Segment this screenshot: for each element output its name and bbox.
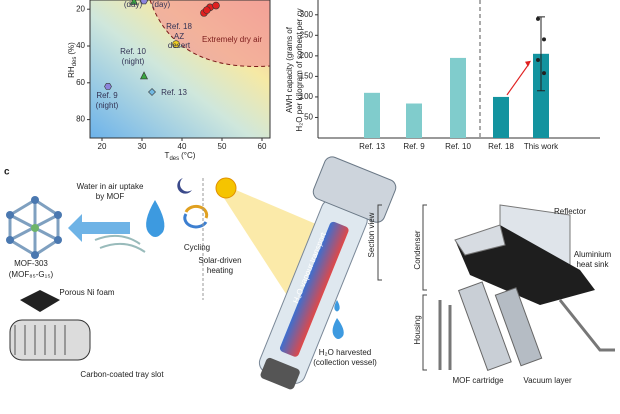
marker — [104, 83, 112, 90]
marker — [140, 71, 148, 80]
axis-label: Tdes (°C) — [165, 151, 196, 161]
diagram-label: H₂O harvested (collection vessel) — [313, 348, 377, 367]
axis-label-part: RH — [67, 66, 76, 78]
cartridge-sketch — [9, 290, 91, 361]
y-tick-label: 100 — [300, 92, 314, 101]
replicate-point — [542, 71, 546, 76]
marker — [130, 0, 138, 5]
x-tick-label: This work — [524, 142, 559, 151]
point-label: Ref. 9 (day) — [151, 0, 171, 10]
axis-label: RHdes (%) — [67, 42, 77, 78]
replicate-point — [536, 16, 540, 21]
axis-label: H₂O per kilogram of sorbent per cy — [295, 8, 304, 131]
y-tick-label: 60 — [76, 78, 85, 87]
axis-label-part: (%) — [67, 42, 76, 55]
diagram-label: Water in air uptake by MOF — [76, 182, 144, 201]
diagram-label: MOF-303 — [14, 259, 48, 268]
marker — [148, 88, 156, 96]
x-tick-label: 40 — [178, 142, 187, 151]
marker — [172, 40, 180, 48]
bar — [406, 103, 422, 138]
y-tick-label: 20 — [76, 4, 85, 13]
annotation: Extremely dry air — [202, 35, 262, 44]
diagram-label: Solar-driven heating — [198, 256, 242, 275]
mof-structure — [6, 196, 62, 259]
diagram-label: Vacuum layer — [523, 376, 572, 385]
x-tick-label: Ref. 10 — [445, 142, 471, 151]
plot-frame — [89, 0, 271, 139]
diagram-label: (MOF₈₅-G₁₅) — [8, 270, 54, 279]
arrow-head — [525, 60, 531, 67]
y-tick-label: 200 — [300, 51, 314, 60]
point-label: Ref. 18 AZ desert — [166, 22, 192, 51]
diagram-label: Condenser — [413, 230, 422, 269]
x-tick-label: 30 — [138, 142, 147, 151]
x-tick-label: 50 — [218, 142, 227, 151]
cycle-arrow — [184, 204, 209, 219]
x-tick-label: Ref. 18 — [488, 142, 514, 151]
x-tick-label: 60 — [258, 142, 267, 151]
axis-label: AWH capacity (grams of — [285, 26, 294, 113]
bar — [493, 96, 509, 138]
point-label: Ref. 13 — [161, 88, 187, 97]
diagram-label: Porous Ni foam — [59, 288, 115, 297]
x-tick-label: Ref. 9 — [403, 142, 425, 151]
drops — [332, 300, 344, 339]
marker — [140, 0, 148, 5]
y-tick-label: 250 — [300, 30, 314, 39]
point-label: Ref. 10 (day) — [123, 0, 143, 10]
replicate-point — [536, 57, 540, 62]
replicate-point — [542, 37, 546, 42]
point-label: Ref. 10 (night) — [120, 47, 146, 66]
sun — [215, 177, 237, 199]
section-view — [438, 204, 615, 372]
moon — [177, 178, 192, 194]
diagram-label: Housing — [413, 315, 422, 344]
y-tick-label: 150 — [300, 72, 314, 81]
point-label: Ref. 9 (night) — [95, 91, 119, 110]
water-drop — [146, 200, 165, 237]
axis-label-part: (°C) — [181, 151, 196, 160]
marker — [203, 6, 211, 14]
diagram-label: MOF cartridge — [452, 376, 504, 385]
diagram-label: Cycling — [183, 243, 211, 252]
diagram-label: Aluminium heat sink — [573, 250, 612, 269]
dry-zone-boundary — [149, 0, 271, 67]
y-tick-label: 300 — [300, 10, 314, 19]
diagram-label: Carbon-coated tray slot — [80, 370, 164, 379]
diagram-label: Section view — [367, 212, 376, 257]
axis-label-part: des — [169, 156, 179, 162]
panel-label: c — [4, 167, 10, 178]
x-tick-label: 20 — [98, 142, 107, 151]
improvement-arrow — [506, 63, 530, 96]
y-tick-label: 50 — [304, 113, 313, 122]
axis-label-part: T — [165, 151, 170, 160]
harvester-tube — [258, 156, 397, 390]
y-tick-label: 40 — [76, 41, 85, 50]
diagram-label: Reflector — [553, 207, 586, 216]
bar — [364, 92, 380, 138]
error-bar — [537, 16, 545, 92]
bar — [533, 53, 549, 138]
cycle-arrow — [183, 213, 208, 229]
uptake-arrow — [68, 214, 130, 242]
y-tick-label: 80 — [76, 115, 85, 124]
bar — [450, 57, 466, 138]
wind — [94, 234, 146, 253]
marker — [212, 1, 220, 10]
x-tick-label: Ref. 13 — [359, 142, 385, 151]
dry-zone — [150, 0, 270, 67]
brackets — [377, 204, 427, 371]
axis-label-part: des — [72, 57, 78, 67]
